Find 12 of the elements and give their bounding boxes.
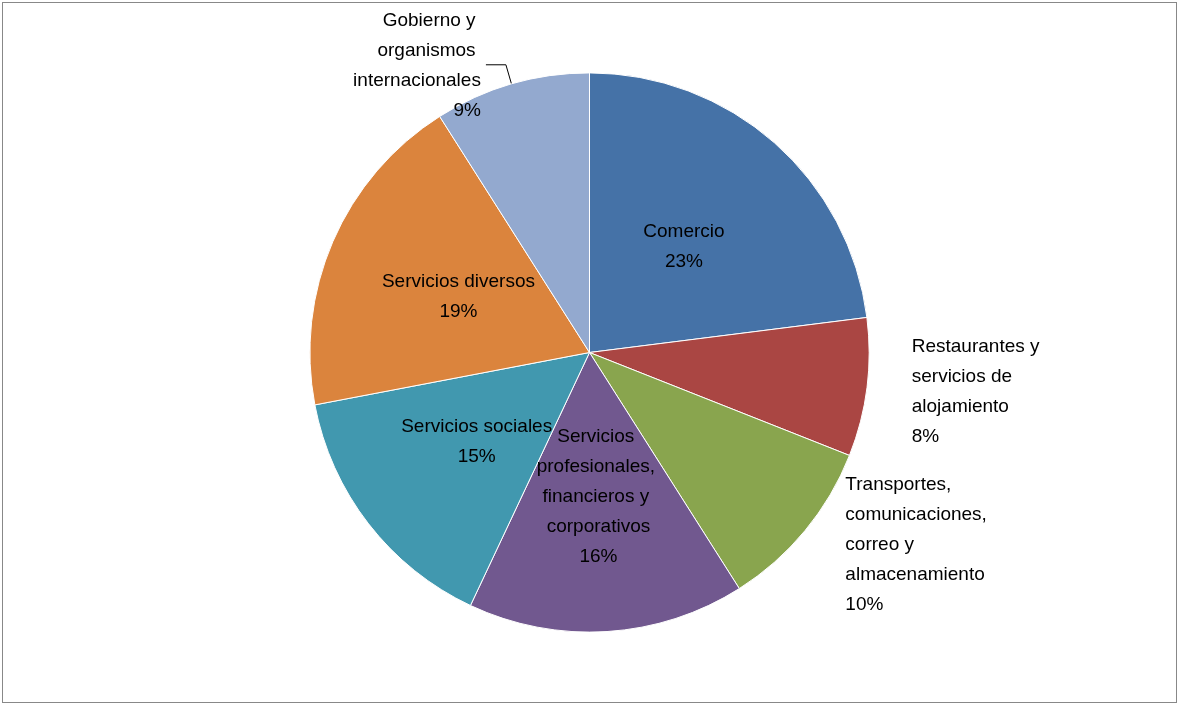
slice-label: Restaurantes y servicios de alojamiento — [911, 334, 1045, 416]
slice-label: Transportes, comunicaciones, correo y almacenamiento — [845, 472, 993, 584]
data-label: 15% — [457, 444, 496, 466]
slice-label: Gobierno y organismos internacionales — [353, 9, 481, 91]
data-label: 10% — [845, 592, 884, 614]
slice-label: Servicios diversos — [381, 270, 535, 292]
data-label: 16% — [579, 544, 618, 566]
data-label: 9% — [453, 99, 482, 121]
data-label: 19% — [439, 300, 478, 322]
slice-label: Comercio — [643, 219, 725, 241]
data-label: 23% — [664, 249, 704, 271]
data-label: 8% — [911, 424, 940, 446]
